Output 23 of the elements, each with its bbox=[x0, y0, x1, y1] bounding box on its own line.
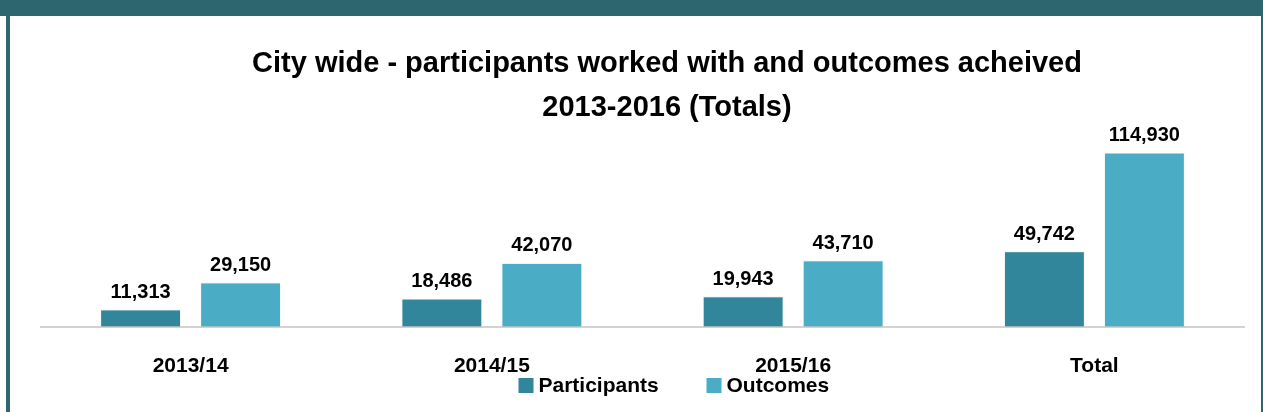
data-label: 49,742 bbox=[1013, 221, 1075, 244]
x-tick-label: Total bbox=[1070, 353, 1119, 376]
data-label: 43,710 bbox=[812, 230, 874, 253]
bar bbox=[1103, 152, 1185, 328]
data-label: 29,150 bbox=[210, 252, 272, 275]
bar bbox=[100, 309, 182, 328]
bar bbox=[802, 260, 884, 328]
x-tick-label: 2015/16 bbox=[755, 353, 832, 376]
x-tick-label: 2013/14 bbox=[152, 353, 229, 376]
data-label: 11,313 bbox=[110, 279, 171, 302]
bar bbox=[1003, 251, 1085, 328]
legend-label: Outcomes bbox=[726, 373, 830, 396]
bar bbox=[501, 262, 583, 328]
chart-title: City wide - participants worked with and outcomes acheived 2013-2016 (Totals) bbox=[252, 46, 1082, 122]
x-tick-label: 2014/15 bbox=[453, 353, 531, 376]
bar bbox=[200, 282, 282, 328]
bar bbox=[702, 296, 784, 328]
legend-label: Participants bbox=[538, 373, 659, 396]
data-label: 18,486 bbox=[411, 269, 473, 292]
data-label: 42,070 bbox=[511, 233, 573, 256]
data-label: 19,943 bbox=[712, 266, 774, 289]
data-label: 114,930 bbox=[1108, 123, 1180, 145]
bar bbox=[401, 298, 483, 328]
